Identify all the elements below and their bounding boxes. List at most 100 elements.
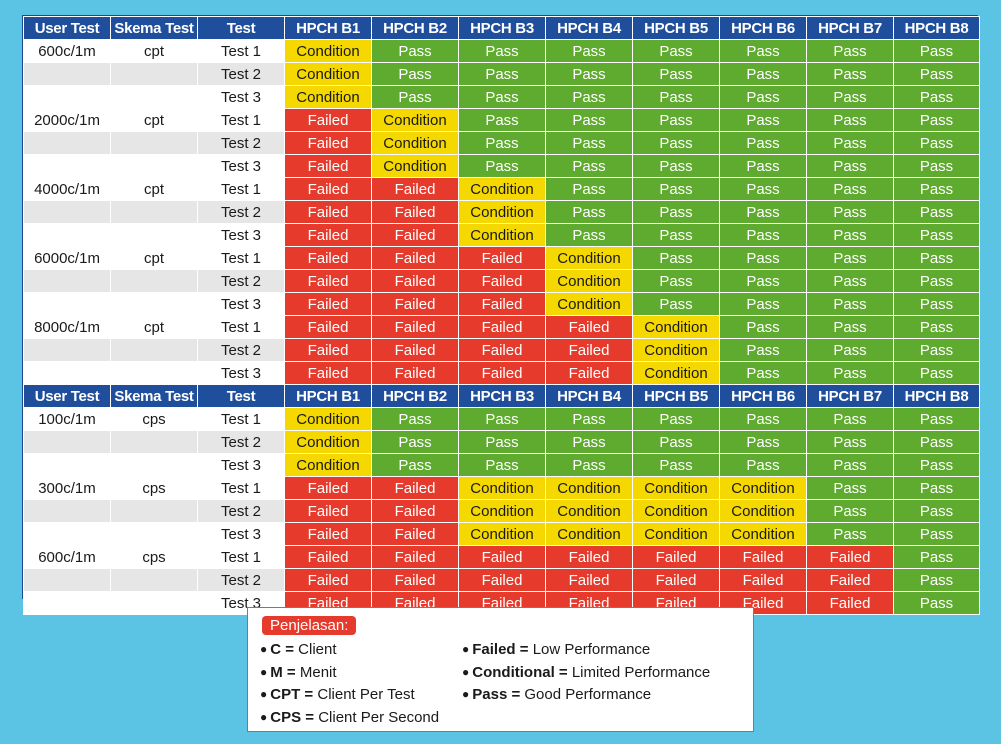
result-cell: Failed <box>371 292 459 316</box>
result-cell: Pass <box>545 453 633 477</box>
column-header: HPCH B2 <box>371 384 459 408</box>
legend-desc: Low Performance <box>528 641 651 658</box>
result-cell: Pass <box>719 292 807 316</box>
bullet-icon: ● <box>260 665 268 679</box>
result-cell: Condition <box>632 499 720 523</box>
result-cell: Condition <box>632 338 720 362</box>
result-cell: Failed <box>284 315 372 339</box>
schema-test-cell <box>110 269 198 293</box>
user-test-cell: 4000c/1m <box>23 177 111 201</box>
result-cell: Failed <box>806 568 894 592</box>
result-cell: Condition <box>458 223 546 247</box>
result-cell: Pass <box>806 246 894 270</box>
result-cell: Pass <box>545 154 633 178</box>
user-test-cell <box>23 591 111 615</box>
column-header: User Test <box>23 384 111 408</box>
result-cell: Pass <box>806 200 894 224</box>
result-cell: Failed <box>284 292 372 316</box>
result-cell: Pass <box>806 315 894 339</box>
test-name-cell: Test 2 <box>197 430 285 454</box>
column-header: HPCH B5 <box>632 16 720 40</box>
result-cell: Failed <box>284 476 372 500</box>
schema-test-cell: cpt <box>110 177 198 201</box>
column-header: HPCH B8 <box>893 16 980 40</box>
column-header: Test <box>197 16 285 40</box>
column-header: HPCH B4 <box>545 384 633 408</box>
result-cell: Pass <box>458 85 546 109</box>
schema-test-cell <box>110 131 198 155</box>
table-row: Test 3 Condition Pass Pass Pass Pass Pass Pass P… <box>23 453 980 477</box>
result-cell: Pass <box>719 154 807 178</box>
test-name-cell: Test 1 <box>197 177 285 201</box>
result-cell: Pass <box>806 131 894 155</box>
result-cell: Pass <box>806 223 894 247</box>
result-cell: Failed <box>545 315 633 339</box>
result-cell: Pass <box>806 177 894 201</box>
result-cell: Pass <box>893 200 980 224</box>
test-name-cell: Test 1 <box>197 315 285 339</box>
column-header: HPCH B4 <box>545 16 633 40</box>
result-cell: Failed <box>545 361 633 385</box>
result-cell: Pass <box>719 338 807 362</box>
result-cell: Condition <box>719 499 807 523</box>
legend-item-pass: ● Pass = Good Performance <box>462 686 651 703</box>
column-header: HPCH B6 <box>719 384 807 408</box>
result-cell: Pass <box>893 453 980 477</box>
result-cell: Condition <box>458 499 546 523</box>
result-cell: Pass <box>719 361 807 385</box>
result-cell: Pass <box>806 85 894 109</box>
result-cell: Pass <box>893 269 980 293</box>
result-cell: Pass <box>893 499 980 523</box>
user-test-cell: 600c/1m <box>23 545 111 569</box>
result-cell: Pass <box>632 108 720 132</box>
result-cell: Failed <box>284 200 372 224</box>
test-name-cell: Test 3 <box>197 361 285 385</box>
schema-test-cell: cpt <box>110 246 198 270</box>
legend-key: CPT = <box>270 686 314 703</box>
result-cell: Pass <box>632 62 720 86</box>
legend-item-cps: ● CPS = Client Per Second <box>260 709 439 726</box>
legend-key: Failed = <box>472 641 529 658</box>
schema-test-cell: cps <box>110 545 198 569</box>
bullet-icon: ● <box>260 687 268 701</box>
result-cell: Pass <box>545 62 633 86</box>
legend-box: Penjelasan: ● C = Client ● M = Menit ● CPT … <box>247 607 754 732</box>
result-cell: Failed <box>371 568 459 592</box>
result-cell: Pass <box>632 131 720 155</box>
result-cell: Failed <box>371 269 459 293</box>
table-row: 300c/1m cps Test 1 Failed Failed Condition Con… <box>23 476 980 500</box>
result-cell: Pass <box>371 453 459 477</box>
table-row: 8000c/1m cpt Test 1 Failed Failed Failed Faile… <box>23 315 980 339</box>
result-cell: Pass <box>806 430 894 454</box>
result-cell: Pass <box>893 223 980 247</box>
user-test-cell <box>23 430 111 454</box>
user-test-cell <box>23 361 111 385</box>
column-header: HPCH B3 <box>458 384 546 408</box>
user-test-cell <box>23 223 111 247</box>
result-cell: Pass <box>719 62 807 86</box>
legend-key: CPS = <box>270 709 315 726</box>
result-cell: Condition <box>632 315 720 339</box>
user-test-cell: 100c/1m <box>23 407 111 431</box>
result-cell: Pass <box>893 131 980 155</box>
result-cell: Pass <box>893 545 980 569</box>
result-cell: Condition <box>284 62 372 86</box>
schema-test-cell <box>110 361 198 385</box>
result-cell: Failed <box>371 338 459 362</box>
result-cell: Failed <box>545 568 633 592</box>
result-cell: Condition <box>284 39 372 63</box>
schema-test-cell <box>110 453 198 477</box>
result-cell: Pass <box>719 85 807 109</box>
result-cell: Failed <box>806 591 894 615</box>
column-header: HPCH B2 <box>371 16 459 40</box>
result-cell: Condition <box>545 499 633 523</box>
table-row: Test 2 Condition Pass Pass Pass Pass Pass Pass P… <box>23 430 980 454</box>
result-cell: Failed <box>719 545 807 569</box>
result-cell: Pass <box>458 39 546 63</box>
result-cell: Condition <box>719 522 807 546</box>
result-cell: Pass <box>806 499 894 523</box>
result-cell: Pass <box>458 108 546 132</box>
column-header: HPCH B7 <box>806 384 894 408</box>
test-name-cell: Test 1 <box>197 545 285 569</box>
test-name-cell: Test 3 <box>197 223 285 247</box>
